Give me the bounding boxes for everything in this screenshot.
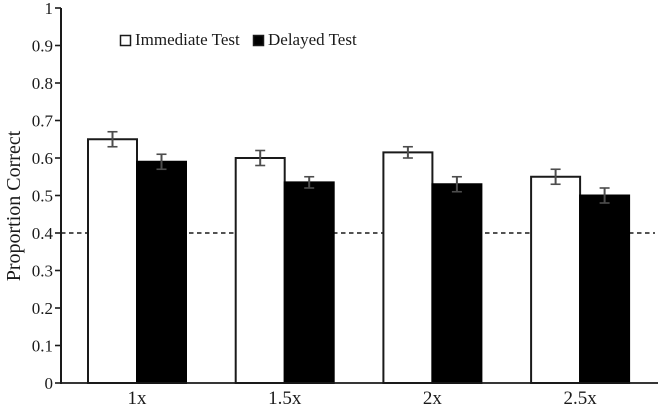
y-axis-title: Proportion Correct [3,130,25,281]
y-tick-label-0-3: 0.3 [32,262,53,281]
error-bar-delayed-test-2-5x [599,187,610,204]
legend-label-delayed-test: Delayed Test [268,30,357,49]
legend-label-immediate-test: Immediate Test [135,30,240,49]
y-tick-label-0-7: 0.7 [32,112,54,131]
bar-immediate-test-1-5x [234,157,286,384]
x-category-label-1-5x: 1.5x [268,388,302,409]
legend-marker-immediate-test-icon [119,34,132,47]
error-bar-immediate-test-2-5x [550,168,561,186]
bar-immediate-test-1x [87,138,138,384]
y-tick-label-0-5: 0.5 [32,187,53,206]
y-tick-label-0-6: 0.6 [32,149,53,168]
y-tick-label-0-1: 0.1 [32,337,53,356]
y-tick-label-0: 0 [45,374,54,393]
bar-delayed-test-1x [136,160,187,384]
bar-immediate-test-2x [382,151,434,384]
error-bar-delayed-test-1x [156,153,167,171]
y-tick-label-0-8: 0.8 [32,74,53,93]
y-tick-label-1: 1 [45,0,54,18]
error-bar-immediate-test-1-5x [255,149,266,167]
x-category-label-1x: 1x [128,388,148,409]
error-bar-immediate-test-1x [107,130,118,148]
bar-delayed-test-2x [431,183,483,384]
error-bar-immediate-test-2x [402,145,413,159]
y-tick-label-0-9: 0.9 [32,37,53,56]
error-bar-delayed-test-2x [451,175,462,193]
bar-delayed-test-2-5x [579,194,631,384]
y-tick-label-0-2: 0.2 [32,299,53,318]
x-category-label-2-5x: 2.5x [563,388,597,409]
bar-immediate-test-2-5x [530,175,582,384]
error-bar-delayed-test-1-5x [304,175,315,189]
x-category-label-2x: 2x [423,388,443,409]
y-tick-label-0-4: 0.4 [32,224,54,243]
bar-delayed-test-1-5x [283,181,335,384]
legend-marker-delayed-test-icon [252,34,265,47]
